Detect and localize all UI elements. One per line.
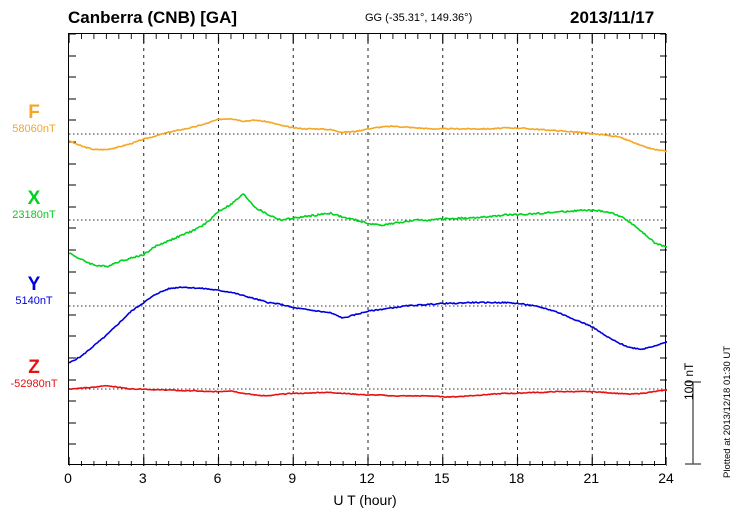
component-label-z: Z -52980nT — [2, 358, 66, 391]
component-letter-x: X — [27, 188, 41, 209]
geographic-coordinates: GG (-35.31°, 149.36°) — [365, 12, 473, 24]
component-label-f: F 58060nT — [2, 103, 66, 136]
scale-bar-icon — [685, 381, 701, 465]
page-title: Canberra (CNB) [GA] — [68, 8, 238, 27]
component-letter-z: Z — [28, 357, 40, 378]
x-tick-9: 9 — [288, 470, 297, 486]
x-tick-24: 24 — [658, 470, 674, 486]
component-baseline-f: 58060nT — [12, 123, 56, 135]
component-baseline-x: 23180nT — [12, 209, 56, 221]
component-label-y: Y 5140nT — [2, 275, 66, 308]
x-tick-18: 18 — [508, 470, 525, 486]
plot-area — [68, 33, 667, 466]
x-axis-title: U T (hour) — [333, 492, 397, 508]
component-letter-f: F — [28, 102, 40, 123]
component-baseline-y: 5140nT — [15, 295, 53, 307]
component-letter-y: Y — [27, 274, 41, 295]
x-tick-0: 0 — [64, 470, 72, 486]
observation-date: 2013/11/17 — [570, 8, 655, 27]
x-tick-6: 6 — [213, 470, 222, 486]
component-baseline-z: -52980nT — [10, 378, 58, 390]
plotted-timestamp: Plotted at 2013/12/18 01:30 UT — [722, 345, 730, 478]
x-tick-21: 21 — [583, 470, 600, 486]
x-tick-12: 12 — [359, 470, 375, 486]
x-tick-3: 3 — [138, 470, 147, 486]
magnetogram-traces — [69, 34, 667, 466]
component-label-x: X 23180nT — [2, 189, 66, 222]
x-tick-15: 15 — [433, 470, 450, 486]
scale-bar-label: 100 nT — [682, 362, 696, 400]
